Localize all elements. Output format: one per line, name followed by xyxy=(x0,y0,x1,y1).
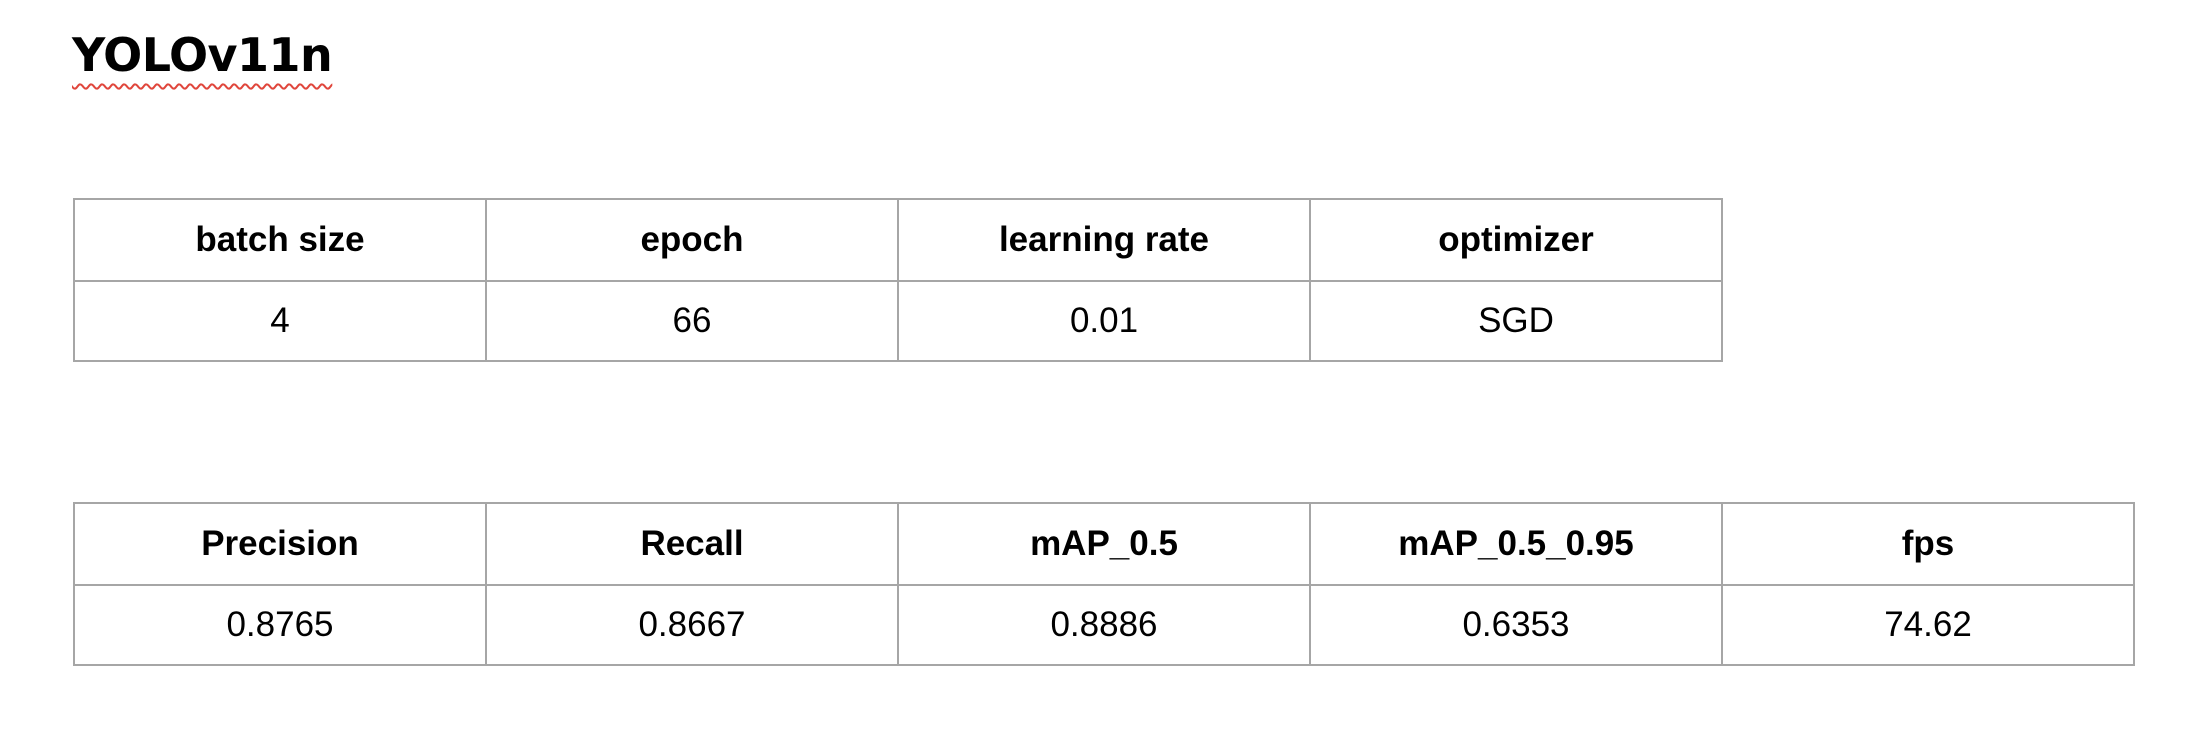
header-fps: fps xyxy=(1721,502,2135,586)
metrics-table: Precision Recall mAP_0.5 mAP_0.5_0.95 fp… xyxy=(73,502,2135,666)
header-learning-rate: learning rate xyxy=(897,198,1311,282)
cell-recall: 0.8667 xyxy=(485,584,899,666)
header-optimizer: optimizer xyxy=(1309,198,1723,282)
cell-batch-size: 4 xyxy=(73,280,487,362)
table-header-row: Precision Recall mAP_0.5 mAP_0.5_0.95 fp… xyxy=(73,502,2135,586)
document-title: YOLOv11n xyxy=(72,28,333,82)
cell-epoch: 66 xyxy=(485,280,899,362)
header-map-05-095: mAP_0.5_0.95 xyxy=(1309,502,1723,586)
training-params-table: batch size epoch learning rate optimizer… xyxy=(73,198,1723,362)
table-header-row: batch size epoch learning rate optimizer xyxy=(73,198,1723,282)
table-row: 4 66 0.01 SGD xyxy=(73,280,1723,362)
cell-map-05-095: 0.6353 xyxy=(1309,584,1723,666)
cell-map-05: 0.8886 xyxy=(897,584,1311,666)
cell-optimizer: SGD xyxy=(1309,280,1723,362)
header-map-05: mAP_0.5 xyxy=(897,502,1311,586)
header-batch-size: batch size xyxy=(73,198,487,282)
header-recall: Recall xyxy=(485,502,899,586)
cell-learning-rate: 0.01 xyxy=(897,280,1311,362)
table-row: 0.8765 0.8667 0.8886 0.6353 74.62 xyxy=(73,584,2135,666)
cell-precision: 0.8765 xyxy=(73,584,487,666)
header-epoch: epoch xyxy=(485,198,899,282)
cell-fps: 74.62 xyxy=(1721,584,2135,666)
header-precision: Precision xyxy=(73,502,487,586)
